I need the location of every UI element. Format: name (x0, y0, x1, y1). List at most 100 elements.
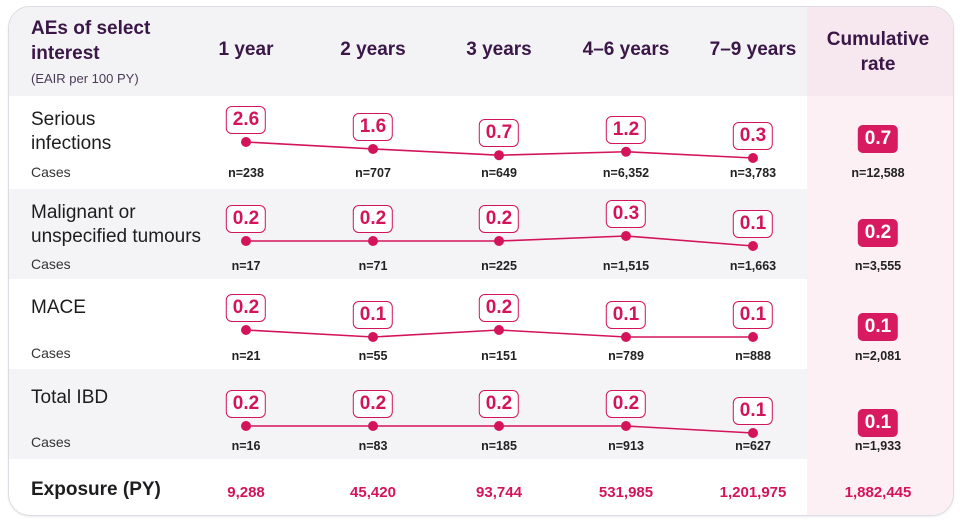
data-point (748, 332, 758, 342)
case-count: n=17 (231, 259, 261, 273)
row-label-line: unspecified tumours (31, 226, 202, 247)
value-label: 0.1 (605, 301, 647, 329)
row-label-line: Serious (31, 109, 96, 130)
cumulative-rate-badge: 0.7 (857, 125, 899, 153)
value-label: 1.6 (352, 112, 394, 141)
value-label: 0.3 (605, 200, 647, 228)
cumulative-case-count: n=3,555 (854, 259, 902, 273)
line-plot (241, 137, 758, 438)
case-count: n=21 (231, 349, 261, 363)
row-label: Total IBD (31, 386, 108, 410)
value-label: 0.2 (225, 205, 267, 233)
data-point (494, 421, 504, 431)
data-point (494, 325, 504, 335)
data-point (368, 332, 378, 342)
column-header: 1 year (218, 39, 274, 60)
value-label: 0.2 (605, 390, 647, 418)
exposure-value: 1,201,975 (719, 484, 787, 501)
value-label: 0.1 (732, 397, 774, 425)
cumulative-header: Cumulative rate (827, 27, 929, 77)
case-count: n=1,663 (729, 259, 777, 273)
cases-label: Cases (31, 345, 71, 361)
cases-label: Cases (31, 164, 71, 180)
data-point (494, 236, 504, 246)
case-count: n=151 (481, 349, 517, 363)
case-count: n=16 (231, 439, 261, 453)
value-label: 0.2 (225, 390, 267, 418)
exposure-value: 531,985 (598, 484, 654, 501)
case-count: n=707 (355, 166, 391, 180)
case-count: n=627 (735, 439, 771, 453)
data-point (241, 137, 251, 147)
data-point (494, 150, 504, 161)
value-label: 2.6 (225, 106, 267, 134)
case-count: n=888 (735, 349, 771, 363)
value-label: 0.1 (732, 210, 774, 238)
table-subtitle: (EAIR per 100 PY) (31, 71, 139, 86)
row-label-line: Malignant or (31, 202, 136, 223)
value-label: 0.2 (478, 390, 520, 418)
cases-label: Cases (31, 256, 71, 272)
header-band (9, 7, 953, 96)
column-header: 4–6 years (582, 39, 670, 60)
value-label: 0.2 (352, 390, 394, 418)
table-title: AEs of select interest (31, 16, 150, 66)
data-point (748, 153, 758, 163)
data-point (368, 236, 378, 246)
value-label: 0.2 (352, 205, 394, 233)
value-label: 0.3 (732, 122, 774, 150)
ae-rates-table: AEs of select interest (EAIR per 100 PY)… (8, 6, 954, 516)
row-label-line: Total IBD (31, 387, 109, 408)
column-header: 3 years (466, 39, 532, 60)
case-count: n=225 (481, 259, 517, 273)
case-count: n=913 (608, 439, 644, 453)
value-label: 0.7 (478, 119, 520, 148)
data-point (621, 231, 631, 241)
value-label: 1.2 (605, 115, 647, 144)
data-point (621, 146, 631, 157)
title-line: AEs of select (31, 18, 151, 39)
data-point (621, 332, 631, 342)
case-count: n=238 (228, 166, 264, 180)
case-count: n=1,515 (602, 259, 650, 273)
case-count: n=83 (358, 439, 388, 453)
exposure-label: Exposure (PY) (31, 479, 161, 500)
case-count: n=6,352 (602, 166, 650, 180)
data-point (748, 241, 758, 251)
data-point (368, 143, 378, 154)
row-label-line: MACE (31, 297, 86, 318)
data-point (241, 236, 251, 246)
value-label: 0.2 (478, 205, 520, 233)
value-label: 0.2 (478, 294, 520, 322)
data-point (748, 428, 758, 438)
data-point (241, 421, 251, 431)
row-label: Serious infections (31, 108, 111, 156)
case-count: n=71 (358, 259, 388, 273)
data-point (241, 325, 251, 335)
exposure-value: 9,288 (227, 484, 265, 501)
cumulative-header-band (807, 7, 953, 96)
cumulative-case-count: n=2,081 (854, 349, 902, 363)
cumulative-rate-badge: 0.1 (857, 313, 899, 341)
case-count: n=649 (481, 166, 517, 180)
row-band-alt (9, 189, 953, 279)
cumulative-case-count: n=12,588 (851, 166, 905, 180)
case-count: n=55 (358, 349, 388, 363)
value-label: 0.2 (225, 294, 267, 322)
row-label: Malignant or unspecified tumours (31, 201, 201, 249)
value-label: 0.1 (352, 301, 394, 329)
exposure-value: 93,744 (476, 484, 522, 501)
title-line: interest (31, 43, 100, 64)
row-label: MACE (31, 296, 86, 320)
cumulative-header-line: Cumulative (826, 29, 930, 50)
data-point (621, 421, 631, 431)
cumulative-case-count: n=1,933 (854, 439, 902, 453)
cases-label: Cases (31, 434, 71, 450)
cumulative-rate-badge: 0.2 (857, 219, 899, 247)
cumulative-header-line: rate (860, 54, 896, 75)
cumulative-rate-badge: 0.1 (857, 409, 899, 437)
case-count: n=789 (608, 349, 644, 363)
data-point (368, 421, 378, 431)
exposure-cumulative: 1,882,445 (844, 484, 912, 501)
case-count: n=3,783 (729, 166, 777, 180)
